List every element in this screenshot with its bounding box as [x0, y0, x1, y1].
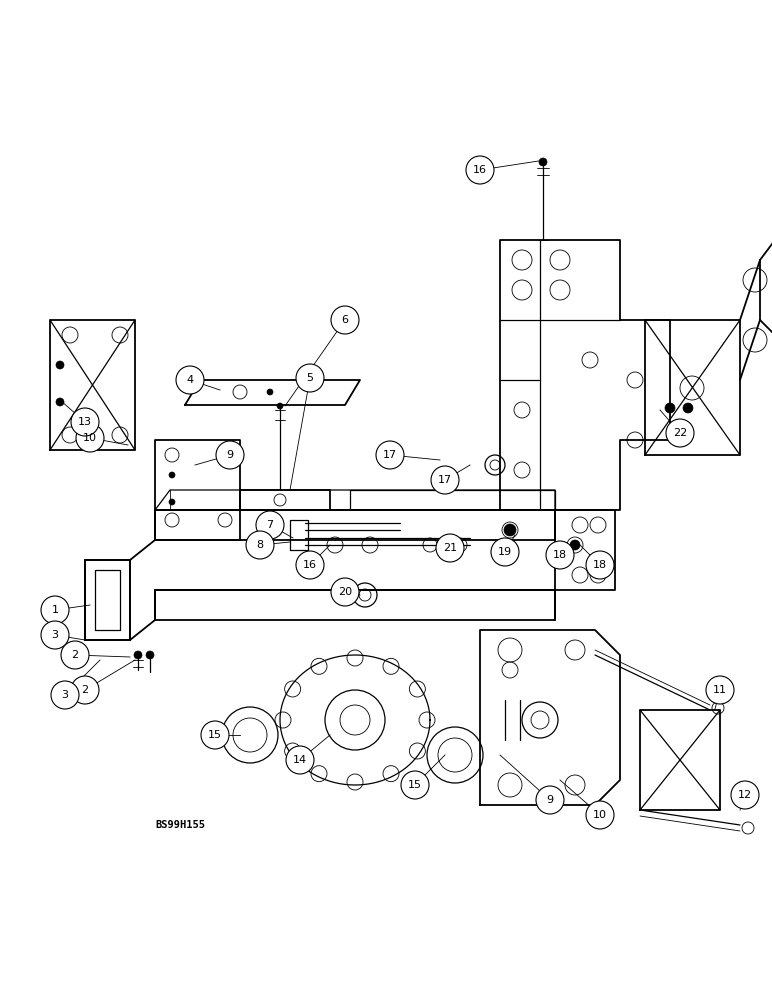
Circle shape — [41, 621, 69, 649]
Text: 15: 15 — [408, 780, 422, 790]
Text: 16: 16 — [303, 560, 317, 570]
Circle shape — [71, 408, 99, 436]
Circle shape — [246, 531, 274, 559]
Text: 12: 12 — [738, 790, 752, 800]
Text: 16: 16 — [473, 165, 487, 175]
Circle shape — [504, 524, 516, 536]
Text: 18: 18 — [553, 550, 567, 560]
Circle shape — [51, 681, 79, 709]
Text: 3: 3 — [52, 630, 59, 640]
Text: BS99H155: BS99H155 — [155, 820, 205, 830]
Circle shape — [331, 306, 359, 334]
Circle shape — [376, 441, 404, 469]
Text: 14: 14 — [293, 755, 307, 765]
Text: 4: 4 — [186, 375, 194, 385]
Text: 22: 22 — [673, 428, 687, 438]
Circle shape — [546, 541, 574, 569]
Circle shape — [134, 651, 142, 659]
Circle shape — [201, 721, 229, 749]
Circle shape — [665, 403, 675, 413]
Text: 2: 2 — [81, 685, 89, 695]
Text: 2: 2 — [72, 650, 79, 660]
Text: 13: 13 — [78, 417, 92, 427]
Circle shape — [169, 472, 175, 478]
Circle shape — [401, 771, 429, 799]
Circle shape — [586, 551, 614, 579]
Circle shape — [277, 403, 283, 409]
Circle shape — [666, 419, 694, 447]
Text: 18: 18 — [593, 560, 607, 570]
Circle shape — [286, 746, 314, 774]
Circle shape — [491, 538, 519, 566]
Circle shape — [71, 676, 99, 704]
Circle shape — [146, 651, 154, 659]
Circle shape — [296, 551, 324, 579]
Text: 21: 21 — [443, 543, 457, 553]
Circle shape — [216, 441, 244, 469]
Text: 9: 9 — [547, 795, 554, 805]
Circle shape — [76, 424, 104, 452]
Text: 5: 5 — [306, 373, 313, 383]
Circle shape — [683, 403, 693, 413]
Text: 11: 11 — [713, 685, 727, 695]
Circle shape — [706, 676, 734, 704]
Text: 6: 6 — [341, 315, 348, 325]
Text: 1: 1 — [52, 605, 59, 615]
Circle shape — [256, 511, 284, 539]
Text: 19: 19 — [498, 547, 512, 557]
Text: 20: 20 — [338, 587, 352, 597]
Text: 3: 3 — [62, 690, 69, 700]
Circle shape — [296, 364, 324, 392]
Circle shape — [431, 466, 459, 494]
Circle shape — [436, 534, 464, 562]
Circle shape — [331, 578, 359, 606]
Text: 10: 10 — [593, 810, 607, 820]
Circle shape — [267, 389, 273, 395]
Circle shape — [56, 398, 64, 406]
Text: 15: 15 — [208, 730, 222, 740]
Circle shape — [570, 540, 580, 550]
Circle shape — [466, 156, 494, 184]
Circle shape — [539, 158, 547, 166]
Circle shape — [41, 596, 69, 624]
Circle shape — [586, 801, 614, 829]
Circle shape — [56, 361, 64, 369]
Circle shape — [61, 641, 89, 669]
Text: 9: 9 — [226, 450, 234, 460]
Text: 17: 17 — [438, 475, 452, 485]
Circle shape — [536, 786, 564, 814]
Text: 10: 10 — [83, 433, 97, 443]
Text: 8: 8 — [256, 540, 263, 550]
Text: 7: 7 — [266, 520, 273, 530]
Circle shape — [169, 499, 175, 505]
Circle shape — [731, 781, 759, 809]
Circle shape — [176, 366, 204, 394]
Text: 17: 17 — [383, 450, 397, 460]
